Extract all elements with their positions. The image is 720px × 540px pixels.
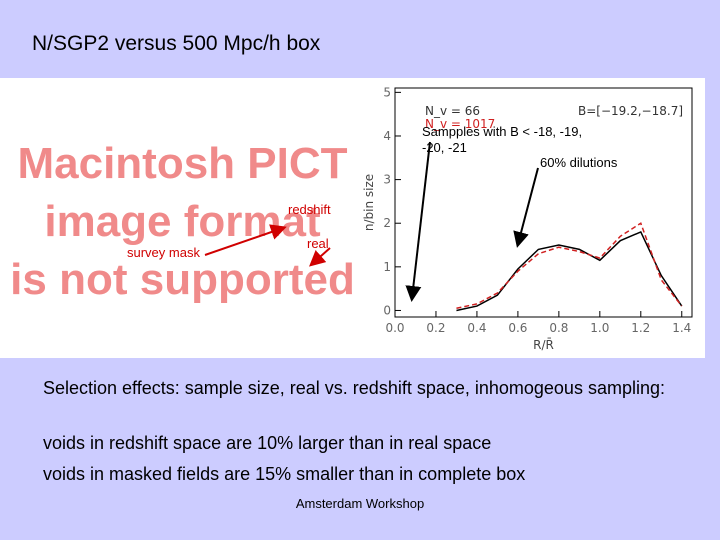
x-tick-label: 0.6 <box>508 321 527 335</box>
annotation: real <box>307 236 329 251</box>
y-tick-label: 3 <box>383 173 391 187</box>
body-text: voids in redshift space are 10% larger t… <box>43 433 492 453</box>
y-tick-label: 1 <box>383 260 391 274</box>
legend-text: N_v = 66 <box>425 104 480 118</box>
arrow <box>204 224 287 256</box>
placeholder-line: is not supported <box>10 255 355 304</box>
curve <box>456 222 683 310</box>
y-axis-label: n/bin size <box>362 174 376 231</box>
body-text: Selection effects: sample size, real vs.… <box>43 378 665 398</box>
plot-frame <box>394 87 693 318</box>
annotation: redshift <box>288 202 331 217</box>
arrow <box>309 247 331 267</box>
placeholder-line: Macintosh PICT <box>17 139 348 188</box>
x-tick-label: 0.4 <box>467 321 486 335</box>
y-tick-label: 5 <box>383 85 391 99</box>
annotation: Sampples with B < -18, -19, -20, -21 <box>422 124 583 155</box>
arrow <box>405 141 431 302</box>
annotation: survey mask <box>127 245 200 260</box>
x-tick-label: 0.0 <box>385 321 404 335</box>
body-text: voids in masked fields are 15% smaller t… <box>43 464 526 484</box>
x-axis-label: R/R̄ <box>533 338 554 352</box>
y-tick-label: 2 <box>383 216 391 230</box>
footer: Amsterdam Workshop <box>295 496 425 511</box>
legend-text: B=[−19.2,−18.7] <box>578 104 683 118</box>
slide-title: N/SGP2 versus 500 Mpc/h box <box>32 32 321 55</box>
y-tick-label: 0 <box>383 303 391 317</box>
pict-placeholder: Macintosh PICT image format is not suppo… <box>0 135 365 309</box>
x-tick-label: 1.0 <box>590 321 609 335</box>
x-tick-label: 1.4 <box>672 321 691 335</box>
x-tick-label: 0.2 <box>426 321 445 335</box>
curve <box>456 230 683 312</box>
legend-text: N_v = 1017 <box>425 117 495 131</box>
x-tick-label: 1.2 <box>631 321 650 335</box>
arrow <box>513 167 539 248</box>
annotation: 60% dilutions <box>540 155 618 170</box>
x-tick-label: 0.8 <box>549 321 568 335</box>
figure-panel <box>0 78 705 358</box>
y-tick-label: 4 <box>383 129 391 143</box>
